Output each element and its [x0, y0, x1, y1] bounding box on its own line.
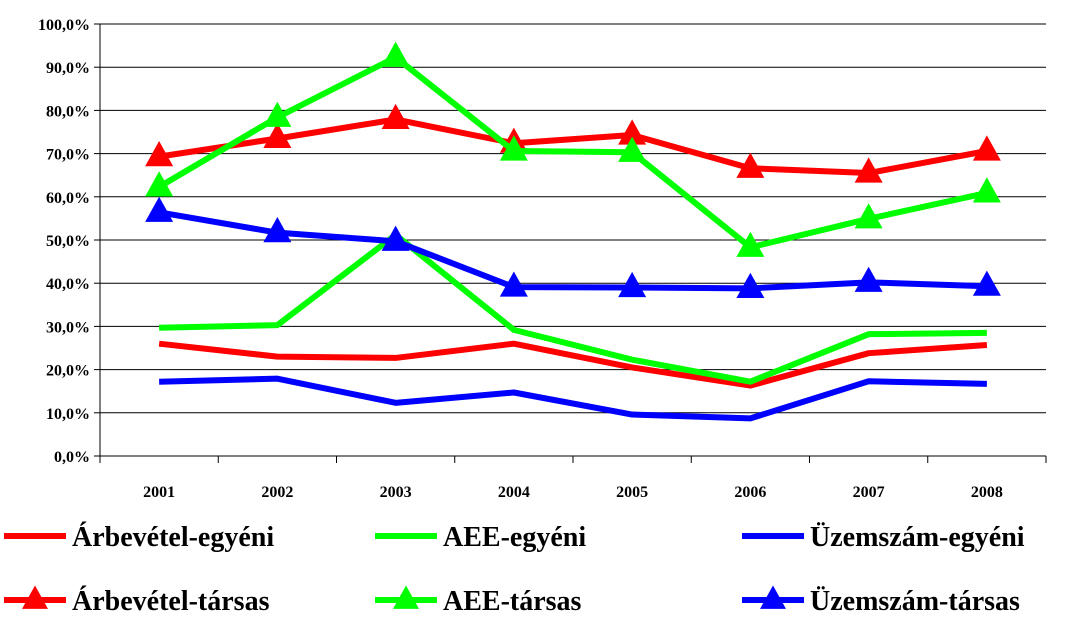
series-line	[159, 375, 987, 422]
legend-marker	[760, 585, 786, 609]
y-tick-label: 100,0%	[38, 17, 90, 34]
series-4	[145, 41, 1001, 257]
legend-entry: Üzemszám-társas	[742, 585, 1020, 617]
data-point-marker	[972, 135, 1001, 161]
x-tick-label: 2006	[734, 484, 766, 501]
data-point-marker	[618, 271, 647, 298]
data-point-marker	[972, 177, 1001, 203]
data-point-marker	[499, 271, 528, 297]
data-point-marker	[145, 196, 174, 222]
y-tick-label: 0,0%	[54, 449, 90, 466]
data-point-marker	[145, 141, 174, 167]
x-tick-label: 2005	[616, 484, 648, 501]
legend-label: AEE-társas	[443, 586, 582, 617]
data-point-marker	[854, 157, 883, 183]
legend-entry: Árbevétel-egyéni	[4, 522, 274, 553]
series-line	[157, 54, 988, 251]
x-tick-label: 2007	[853, 484, 885, 501]
y-tick-label: 40,0%	[46, 276, 90, 293]
legend: Árbevétel-egyéni AEE-egyéni Üzemszám-egyén…	[4, 522, 1025, 617]
legend-marker	[22, 585, 48, 609]
data-point-marker	[263, 217, 292, 243]
data-point-marker	[618, 119, 647, 145]
legend-marker	[393, 585, 419, 609]
data-point-marker	[381, 103, 410, 130]
x-tick-label: 2001	[143, 484, 175, 501]
series-2	[159, 375, 987, 422]
legend-entry: Üzemszám-egyéni	[742, 522, 1025, 553]
x-tick-label: 2002	[261, 484, 293, 501]
series-0	[158, 340, 988, 389]
data-point-marker	[499, 135, 528, 161]
series-5	[145, 196, 1001, 298]
legend-entry: Árbevétel-társas	[4, 585, 270, 617]
y-tick-label: 80,0%	[46, 103, 90, 120]
legend-entry: AEE-egyéni	[375, 522, 586, 553]
data-point-marker	[381, 41, 410, 67]
series-line	[158, 340, 988, 389]
legend-label: Üzemszám-társas	[810, 586, 1020, 617]
legend-label: Árbevétel-társas	[72, 586, 270, 617]
series-1	[159, 231, 987, 385]
data-point-marker	[145, 171, 174, 197]
series-lines	[145, 41, 1001, 422]
series-line	[159, 231, 987, 385]
data-point-marker	[854, 203, 883, 229]
data-point-marker	[263, 101, 292, 127]
x-tick-label: 2003	[380, 484, 412, 501]
legend-entry: AEE-társas	[375, 585, 582, 617]
data-point-marker	[854, 266, 883, 292]
y-axis-ticks: 0,0% 10,0% 20,0% 30,0% 40,0% 50,0% 60,0% 70,0% 8…	[38, 17, 90, 466]
data-point-marker	[618, 136, 647, 162]
data-point-marker	[972, 270, 1001, 296]
y-tick-label: 60,0%	[46, 190, 90, 207]
series-line	[158, 116, 988, 177]
data-point-marker	[381, 225, 410, 251]
y-tick-label: 10,0%	[46, 406, 90, 423]
x-axis-ticks: 2001 2002 2003 2004 2005 2006 2007 2008	[143, 484, 1003, 501]
data-point-marker	[736, 272, 765, 298]
y-tick-label: 90,0%	[46, 60, 90, 77]
x-tick-label: 2004	[498, 484, 530, 501]
y-tick-label: 70,0%	[46, 147, 90, 164]
legend-label: AEE-egyéni	[443, 522, 586, 553]
x-tick-label: 2008	[971, 484, 1003, 501]
series-line	[158, 209, 987, 292]
y-tick-label: 20,0%	[46, 363, 90, 380]
y-tick-label: 30,0%	[46, 319, 90, 336]
axes	[94, 23, 1047, 463]
data-point-marker	[263, 122, 292, 149]
legend-label: Árbevétel-egyéni	[72, 522, 274, 553]
data-point-marker	[736, 231, 765, 257]
data-point-marker	[736, 152, 765, 178]
y-tick-label: 50,0%	[46, 233, 90, 250]
legend-label: Üzemszám-egyéni	[810, 522, 1025, 553]
